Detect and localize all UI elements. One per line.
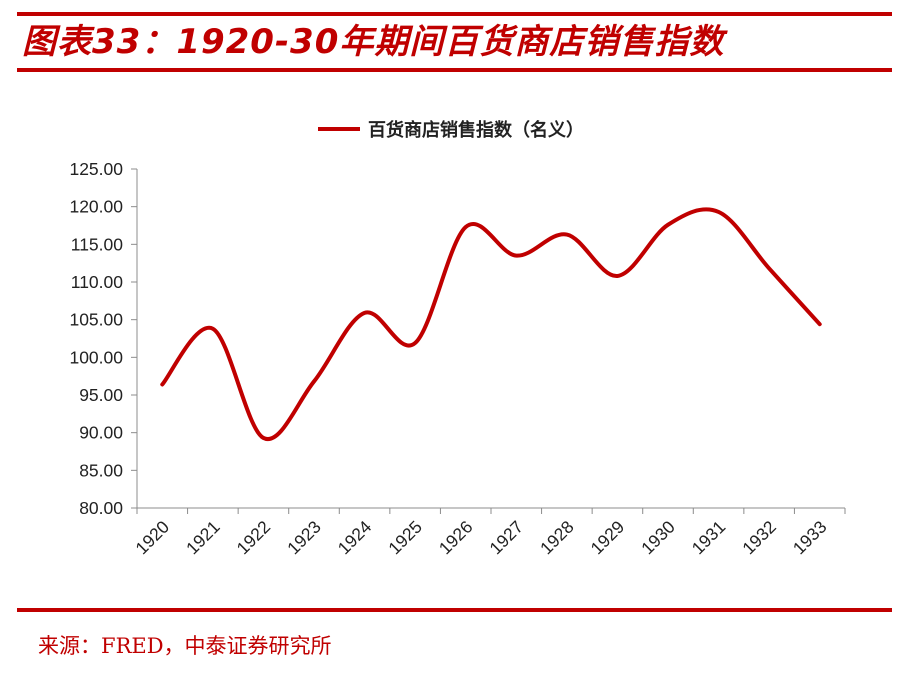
x-tick-label: 1933 (789, 517, 831, 559)
y-tick-label: 120.00 (69, 197, 123, 217)
x-tick-label: 1922 (233, 517, 275, 559)
y-tick-label: 110.00 (71, 272, 123, 292)
title-top-rule (17, 12, 892, 16)
x-tick-label: 1924 (334, 517, 376, 559)
source-note: 来源：FRED，中泰证券研究所 (38, 634, 332, 658)
x-tick-label: 1921 (182, 517, 224, 559)
x-tick-label: 1925 (384, 517, 426, 559)
y-tick-label: 80.00 (79, 498, 123, 518)
y-tick-label: 90.00 (79, 423, 123, 443)
y-tick-label: 115.00 (71, 234, 123, 254)
footer-rule (17, 608, 892, 612)
y-tick-label: 105.00 (69, 310, 123, 330)
x-tick-label: 1926 (435, 517, 477, 559)
x-tick-label: 1927 (485, 517, 527, 559)
chart-legend: 百货商店销售指数（名义） (318, 119, 584, 141)
x-tick-label: 1931 (688, 517, 730, 559)
y-tick-label: 85.00 (79, 460, 123, 480)
series-line (160, 207, 822, 442)
y-tick-label: 125.00 (69, 159, 123, 179)
x-tick-label: 1930 (637, 517, 679, 559)
x-tick-label: 1923 (283, 517, 325, 559)
y-axis: 80.00 85.00 90.00 95.00 100.00 105.00 110.00 11… (69, 159, 138, 518)
title-bottom-rule (17, 68, 892, 72)
y-tick-label: 100.00 (69, 347, 123, 367)
y-tick-label: 95.00 (79, 385, 123, 405)
x-tick-label: 1928 (536, 517, 578, 559)
legend-label: 百货商店销售指数（名义） (368, 119, 584, 141)
page-title: 图表33：1920-30年期间百货商店销售指数 (22, 22, 725, 62)
x-tick-label: 1932 (738, 517, 780, 559)
x-tick-label: 1929 (587, 517, 629, 559)
x-axis: 1920 1921 1922 1923 1924 1925 1926 1927 1928 1929… (131, 507, 846, 559)
plot-area (160, 207, 822, 442)
x-tick-label: 1920 (131, 517, 173, 559)
